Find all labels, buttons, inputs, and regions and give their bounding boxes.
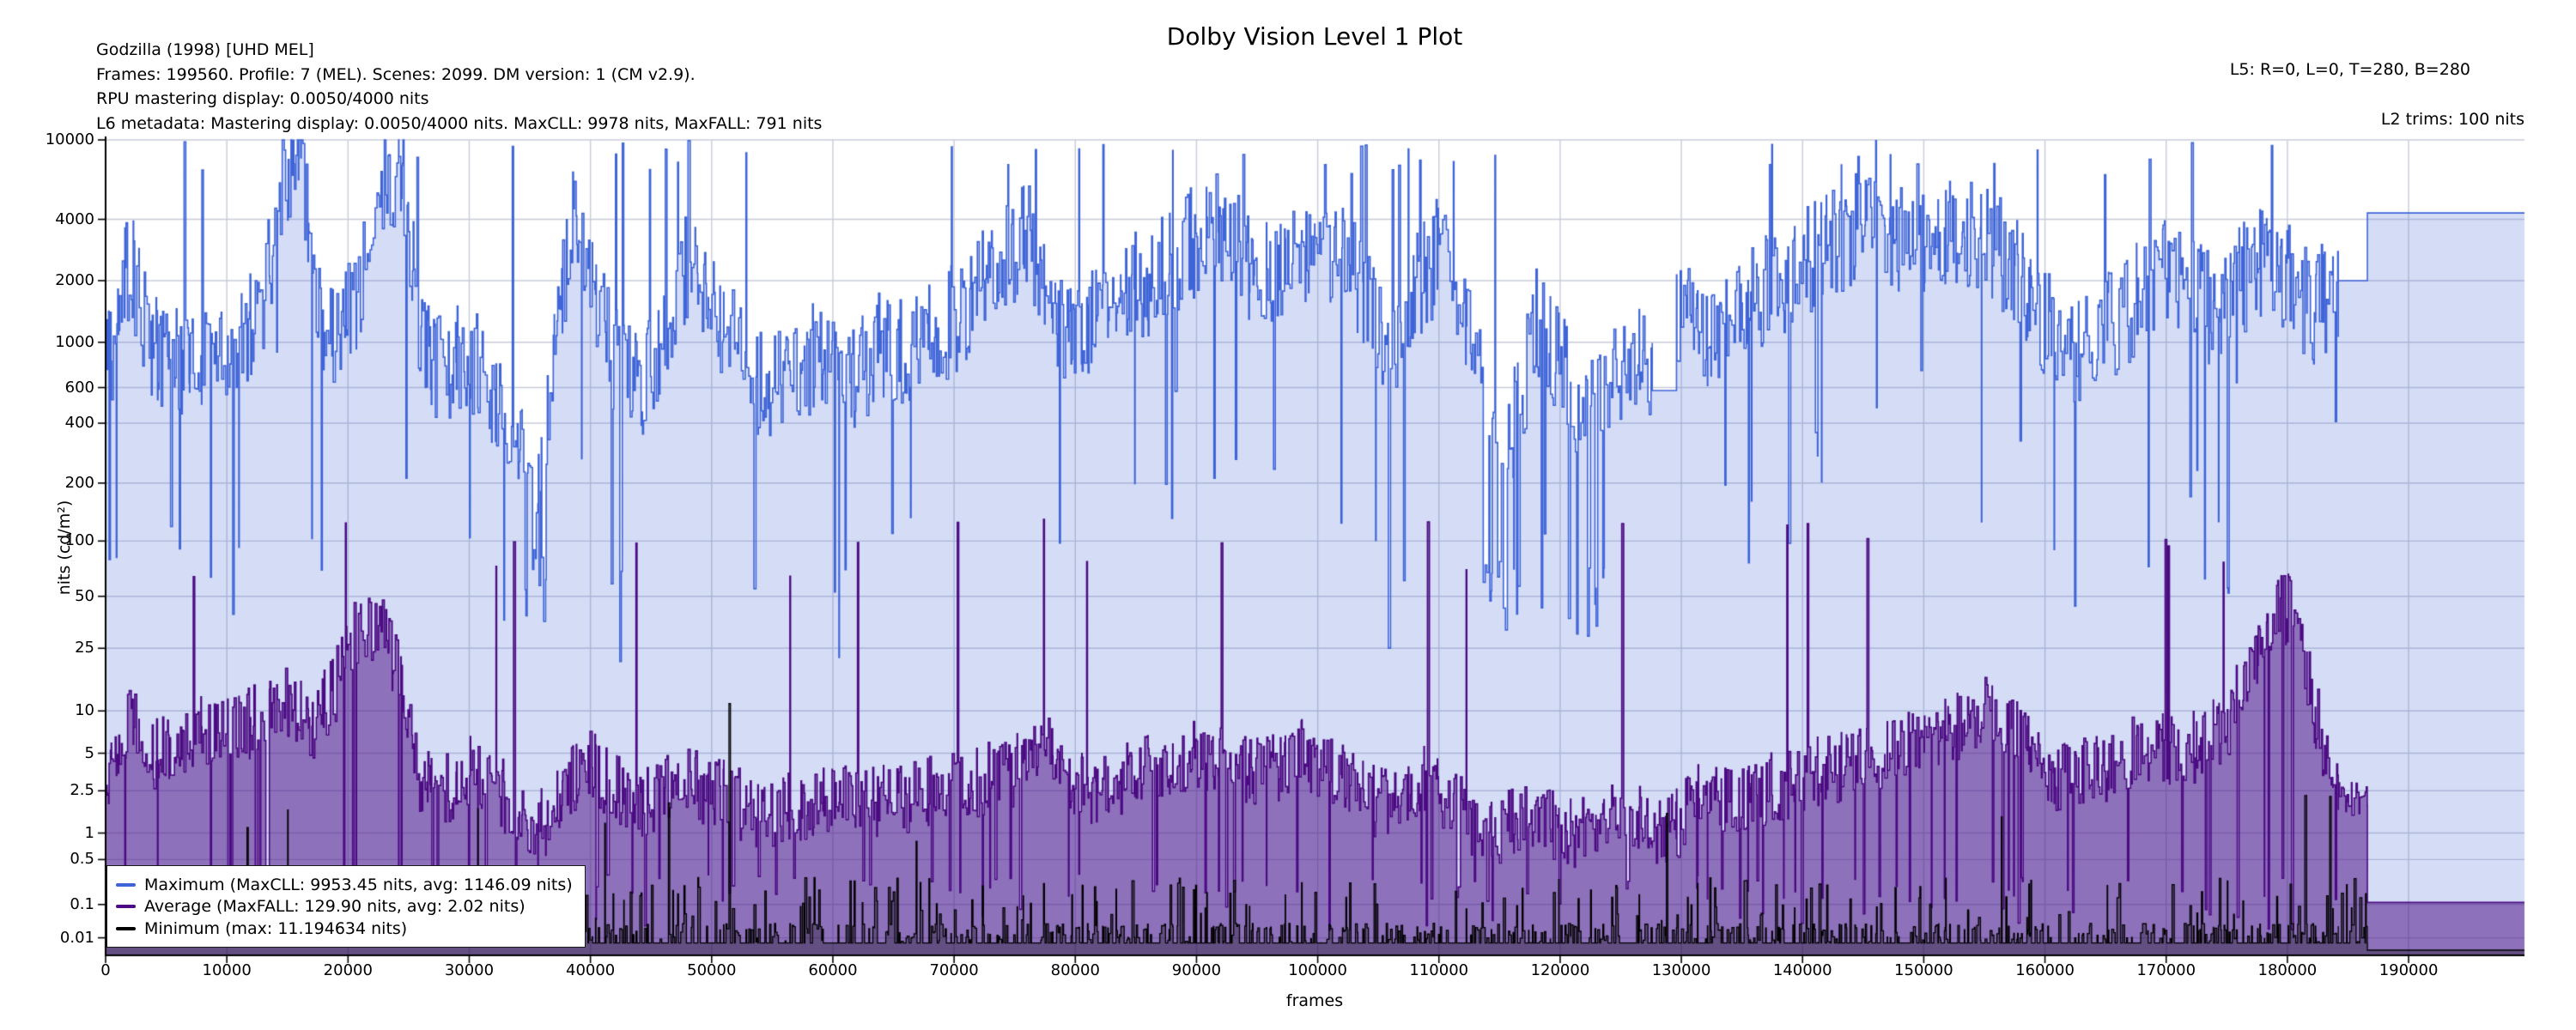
y-tick-label: 10 [75,701,94,720]
y-tick-label: 50 [75,586,94,605]
legend-row-average: Average (MaxFALL: 129.90 nits, avg: 2.02… [116,896,573,918]
legend: Maximum (MaxCLL: 9953.45 nits, avg: 1146… [106,865,586,948]
y-tick-label: 400 [64,414,94,433]
x-axis-label: frames [1285,991,1344,1010]
y-tick-label: 1 [84,823,94,842]
y-tick-label: 600 [64,378,94,397]
legend-row-minimum: Minimum (max: 11.194634 nits) [116,918,573,939]
average-line-swatch [116,905,136,908]
y-tick-label: 100 [64,531,94,550]
x-tick-label: 70000 [929,961,979,979]
y-tick-label: 5 [84,743,94,762]
x-tick-label: 60000 [808,961,858,979]
x-tick-label: 90000 [1171,961,1222,979]
y-tick-label: 10000 [45,130,94,148]
legend-label-minimum: Minimum (max: 11.194634 nits) [144,918,408,938]
x-tick-label: 0 [100,961,111,979]
metadata-frames-profile: Frames: 199560. Profile: 7 (MEL). Scenes… [96,64,696,84]
y-tick-label: 0.1 [70,894,94,913]
l2-trims-text: L2 trims: 100 nits [2380,110,2524,129]
x-tick-label: 190000 [2379,961,2439,979]
maximum-line-swatch [116,882,136,887]
x-tick-label: 80000 [1050,961,1100,979]
y-tick-label: 0.5 [70,850,94,869]
x-tick-label: 130000 [1651,961,1711,979]
y-tick-label: 1000 [55,332,94,351]
x-tick-label: 120000 [1530,961,1590,979]
y-tick-label: 25 [75,639,94,657]
y-tick-label: 0.01 [59,928,94,947]
y-tick-label: 200 [64,473,94,492]
metadata-l6: L6 metadata: Mastering display: 0.0050/4… [96,113,823,133]
legend-label-average: Average (MaxFALL: 129.90 nits, avg: 2.02… [144,897,526,916]
x-tick-label: 150000 [1894,961,1953,979]
y-tick-label: 2.5 [70,781,94,800]
x-tick-label: 110000 [1409,961,1469,979]
minimum-line-swatch [116,926,136,930]
x-tick-label: 180000 [2257,961,2318,979]
x-tick-label: 20000 [323,961,373,979]
x-tick-label: 40000 [566,961,616,979]
l5-offsets-text: L5: R=0, L=0, T=280, B=280 [2229,60,2470,79]
metadata-block: Godzilla (1998) [UHD MEL] Frames: 199560… [96,38,822,136]
x-tick-label: 30000 [444,961,495,979]
x-tick-label: 170000 [2136,961,2196,979]
y-tick-label: 2000 [55,270,94,289]
x-tick-label: 10000 [202,961,252,979]
x-tick-label: 100000 [1288,961,1347,979]
y-tick-label: 4000 [55,209,94,228]
metadata-source-title: Godzilla (1998) [UHD MEL] [96,40,314,59]
chart-title: Dolby Vision Level 1 Plot [1166,22,1463,51]
x-tick-label: 140000 [1772,961,1832,979]
x-tick-label: 50000 [687,961,737,979]
metadata-rpu-mastering: RPU mastering display: 0.0050/4000 nits [96,89,429,108]
legend-row-maximum: Maximum (MaxCLL: 9953.45 nits, avg: 1146… [116,874,573,895]
legend-label-maximum: Maximum (MaxCLL: 9953.45 nits, avg: 1146… [144,875,573,894]
x-tick-label: 160000 [2015,961,2075,979]
